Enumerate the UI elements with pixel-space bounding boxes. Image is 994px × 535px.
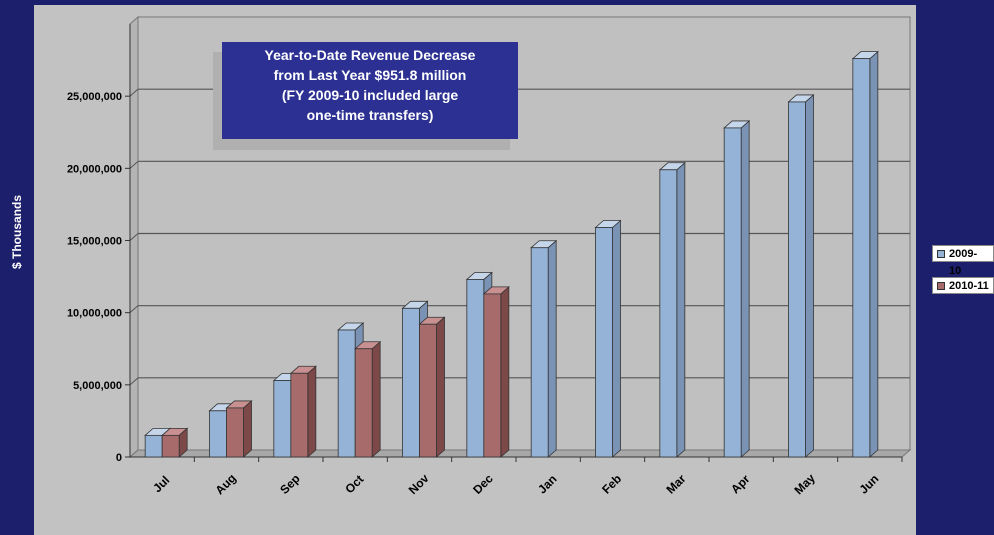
gridline-diagonal [129, 160, 139, 169]
bar-2009-10-Jul [144, 434, 163, 458]
bar-2010-11-Oct [354, 348, 373, 458]
y-tick-label: 5,000,000 [73, 380, 122, 392]
bar-2009-10-Dec [466, 279, 485, 458]
bar-2009-10-Aug [209, 410, 227, 458]
bar-side-2010-11-Aug [243, 400, 252, 458]
bar-2009-10-Apr [723, 127, 742, 458]
x-tick-label: Oct [342, 472, 366, 496]
bar-2009-10-May [788, 101, 806, 458]
bar-2009-10-Oct [337, 329, 356, 458]
x-tick-label: Dec [470, 471, 496, 497]
x-tick-label: Feb [599, 472, 624, 497]
legend-swatch-2010-11 [937, 282, 945, 290]
x-tick-label: Jul [150, 473, 172, 495]
bar-2009-10-Sep [273, 380, 292, 458]
bar-2010-11-Dec [483, 293, 502, 458]
bar-side-2010-11-Oct [371, 340, 381, 458]
legend-item-2010-11: 2010-11 [932, 277, 994, 294]
legend-label-2010-11: 2010-11 [949, 280, 989, 292]
annotation-line-2: from Last Year $951.8 million [273, 67, 467, 83]
bar-side-2009-10-Mar [676, 161, 686, 458]
gridline-diagonal [129, 377, 139, 386]
bar-side-2010-11-Nov [436, 316, 445, 458]
y-axis-label-band: $ Thousands [0, 0, 34, 535]
y-tick-label: 10,000,000 [67, 308, 122, 320]
bar-side-2010-11-Dec [500, 286, 510, 458]
gridline-diagonal [129, 88, 139, 97]
bar-2010-11-Jul [161, 434, 180, 458]
bar-2009-10-Jun [852, 58, 871, 458]
legend-swatch-2009-10 [937, 250, 945, 258]
annotation-line-1: Year-to-Date Revenue Decrease [264, 47, 476, 63]
annotation-line-3: (FY 2009-10 included large [281, 87, 459, 103]
x-tick-label: Mar [664, 471, 689, 496]
y-tick-label: 0 [116, 452, 122, 464]
legend-label-2009-10: 2009-10 [949, 248, 978, 277]
bar-2009-10-Nov [402, 307, 420, 458]
x-tick-label: Nov [406, 471, 432, 497]
bar-2009-10-Jan [530, 247, 549, 458]
bar-2010-11-Sep [290, 372, 309, 458]
x-tick-label: Sep [277, 471, 302, 496]
y-tick-label: 20,000,000 [67, 163, 122, 175]
bar-side-2009-10-Apr [740, 120, 750, 458]
legend-item-2009-10: 2009-10 [932, 245, 994, 277]
y-tick-label: 15,000,000 [67, 236, 122, 248]
x-tick-label: Jun [857, 472, 882, 497]
bar-2010-11-Nov [419, 323, 437, 458]
bar-side-2009-10-Jun [869, 50, 879, 458]
y-tick-label: 25,000,000 [67, 91, 122, 103]
gridline-diagonal [129, 305, 139, 314]
annotation-box: Year-to-Date Revenue Decrease from Last … [222, 42, 518, 139]
gridline-diagonal [129, 233, 139, 241]
x-tick-label: Apr [728, 472, 753, 497]
bar-side-2009-10-Jan [547, 239, 557, 458]
annotation-line-4: one-time transfers) [306, 107, 434, 123]
legend-band [916, 0, 994, 535]
x-tick-label: Jan [535, 472, 560, 497]
bar-2009-10-Feb [595, 227, 613, 458]
bar-side-2009-10-May [805, 94, 814, 458]
bar-side-2009-10-Feb [612, 219, 621, 458]
bar-side-2010-11-Sep [307, 365, 317, 458]
x-tick-label: May [791, 471, 818, 498]
bar-2010-11-Aug [226, 407, 244, 458]
bar-2009-10-Mar [659, 169, 678, 458]
x-tick-label: Aug [212, 471, 238, 497]
